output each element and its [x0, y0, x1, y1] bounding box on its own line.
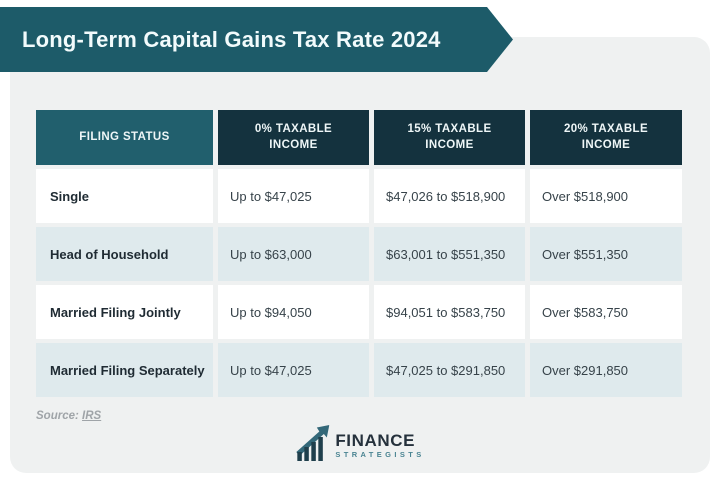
- table-cell-filing-status: Head of Household: [36, 227, 213, 281]
- page-title: Long-Term Capital Gains Tax Rate 2024: [22, 26, 441, 52]
- table-cell-0-percent: Up to $94,050: [218, 285, 369, 339]
- table-cell-20-percent: Over $583,750: [530, 285, 682, 339]
- tax-rate-table: Filing Status 0% Taxable Income 15% Taxa…: [36, 110, 682, 397]
- table-cell-20-percent: Over $518,900: [530, 169, 682, 223]
- table-cell-filing-status: Married Filing Separately: [36, 343, 213, 397]
- source-note: Source: IRS: [36, 410, 101, 422]
- finance-strategists-logo: FINANCE STRATEGISTS: [295, 424, 424, 466]
- table-cell-20-percent: Over $551,350: [530, 227, 682, 281]
- logo-wordmark: FINANCE STRATEGISTS: [335, 432, 424, 459]
- source-label: Source:: [36, 410, 79, 422]
- table-cell-15-percent: $94,051 to $583,750: [374, 285, 525, 339]
- table-cell-15-percent: $63,001 to $551,350: [374, 227, 525, 281]
- col-header-15-percent: 15% Taxable Income: [374, 110, 525, 165]
- col-header-0-percent: 0% Taxable Income: [218, 110, 369, 165]
- table-cell-filing-status: Single: [36, 169, 213, 223]
- col-header-20-percent: 20% Taxable Income: [530, 110, 682, 165]
- title-banner: Long-Term Capital Gains Tax Rate 2024: [0, 7, 513, 72]
- table-cell-0-percent: Up to $47,025: [218, 169, 369, 223]
- table-cell-0-percent: Up to $63,000: [218, 227, 369, 281]
- table-cell-15-percent: $47,025 to $291,850: [374, 343, 525, 397]
- source-link-irs[interactable]: IRS: [82, 410, 102, 422]
- table-cell-20-percent: Over $291,850: [530, 343, 682, 397]
- logo-text-strategists: STRATEGISTS: [335, 449, 425, 459]
- col-header-filing-status: Filing Status: [36, 110, 213, 165]
- table-cell-filing-status: Married Filing Jointly: [36, 285, 213, 339]
- logo-text-finance: FINANCE: [335, 430, 416, 450]
- table-cell-0-percent: Up to $47,025: [218, 343, 369, 397]
- table-cell-15-percent: $47,026 to $518,900: [374, 169, 525, 223]
- logo-bar-chart-arrow-icon: [295, 424, 330, 466]
